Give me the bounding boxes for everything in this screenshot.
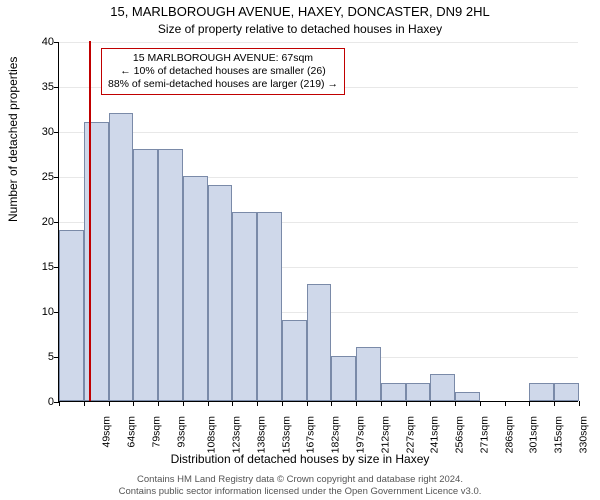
x-tick-label: 241sqm <box>429 416 441 453</box>
y-tick-label: 25 <box>42 171 54 183</box>
y-tick-mark <box>54 177 59 178</box>
footer-line-2: Contains public sector information licen… <box>0 486 600 498</box>
histogram-bar <box>208 185 233 401</box>
annotation-line-1: 15 MARLBOROUGH AVENUE: 67sqm <box>108 52 338 65</box>
x-tick-mark <box>84 401 85 406</box>
histogram-bar <box>158 149 183 401</box>
plot-area: 49sqm64sqm79sqm93sqm108sqm123sqm138sqm15… <box>58 42 578 402</box>
x-tick-label: 153sqm <box>280 416 292 453</box>
x-tick-mark <box>455 401 456 406</box>
histogram-bar <box>282 320 307 401</box>
x-tick-mark <box>59 401 60 406</box>
histogram-bar <box>232 212 257 401</box>
y-axis-ticks: 0510152025303540 <box>0 42 58 402</box>
y-tick-mark <box>54 42 59 43</box>
histogram-bar <box>356 347 381 401</box>
x-tick-mark <box>529 401 530 406</box>
x-tick-label: 167sqm <box>305 416 317 453</box>
x-tick-mark <box>480 401 481 406</box>
x-tick-label: 49sqm <box>101 416 113 448</box>
x-tick-label: 256sqm <box>453 416 465 453</box>
x-tick-label: 108sqm <box>206 416 218 453</box>
x-tick-mark <box>406 401 407 406</box>
y-tick-label: 40 <box>42 36 54 48</box>
x-tick-label: 182sqm <box>330 416 342 453</box>
histogram-bar <box>529 383 554 401</box>
x-tick-mark <box>183 401 184 406</box>
histogram-bar <box>554 383 579 401</box>
x-axis-label: Distribution of detached houses by size … <box>0 452 600 466</box>
y-tick-label: 20 <box>42 216 54 228</box>
x-tick-mark <box>232 401 233 406</box>
histogram-bar <box>109 113 134 401</box>
annotation-box: 15 MARLBOROUGH AVENUE: 67sqm← 10% of det… <box>101 48 345 95</box>
x-tick-mark <box>430 401 431 406</box>
x-tick-mark <box>579 401 580 406</box>
gridline <box>59 132 578 133</box>
y-tick-mark <box>54 87 59 88</box>
x-tick-label: 138sqm <box>255 416 267 453</box>
x-tick-mark <box>307 401 308 406</box>
x-tick-label: 286sqm <box>503 416 515 453</box>
x-tick-label: 271sqm <box>478 416 490 453</box>
y-tick-label: 15 <box>42 261 54 273</box>
footer-attribution: Contains HM Land Registry data © Crown c… <box>0 474 600 498</box>
histogram-bar <box>331 356 356 401</box>
footer-line-1: Contains HM Land Registry data © Crown c… <box>0 474 600 486</box>
histogram-bar <box>59 230 84 401</box>
y-tick-mark <box>54 222 59 223</box>
x-tick-mark <box>505 401 506 406</box>
y-tick-mark <box>54 132 59 133</box>
marker-line <box>89 41 91 401</box>
x-tick-label: 79sqm <box>150 416 162 448</box>
histogram-bar <box>257 212 282 401</box>
y-tick-label: 30 <box>42 126 54 138</box>
x-tick-mark <box>109 401 110 406</box>
x-tick-mark <box>158 401 159 406</box>
histogram-bar <box>381 383 406 401</box>
histogram-bar <box>183 176 208 401</box>
x-tick-mark <box>381 401 382 406</box>
x-tick-label: 197sqm <box>354 416 366 453</box>
histogram-bar <box>430 374 455 401</box>
x-tick-label: 93sqm <box>175 416 187 448</box>
x-tick-mark <box>331 401 332 406</box>
histogram-bar <box>406 383 431 401</box>
x-tick-mark <box>257 401 258 406</box>
histogram-bar <box>307 284 332 401</box>
gridline <box>59 42 578 43</box>
x-tick-mark <box>282 401 283 406</box>
chart-subtitle: Size of property relative to detached ho… <box>0 20 600 36</box>
annotation-line-2: ← 10% of detached houses are smaller (26… <box>108 65 338 78</box>
x-tick-mark <box>554 401 555 406</box>
x-tick-label: 212sqm <box>379 416 391 453</box>
x-tick-mark <box>208 401 209 406</box>
histogram-bar <box>84 122 109 401</box>
x-tick-mark <box>133 401 134 406</box>
x-tick-label: 315sqm <box>552 416 564 453</box>
chart-container: 15, MARLBOROUGH AVENUE, HAXEY, DONCASTER… <box>0 0 600 500</box>
x-tick-label: 123sqm <box>231 416 243 453</box>
x-tick-label: 227sqm <box>404 416 416 453</box>
histogram-bar <box>455 392 480 401</box>
annotation-line-3: 88% of semi-detached houses are larger (… <box>108 78 338 91</box>
chart-title: 15, MARLBOROUGH AVENUE, HAXEY, DONCASTER… <box>0 0 600 20</box>
x-tick-label: 330sqm <box>577 416 589 453</box>
y-tick-label: 35 <box>42 81 54 93</box>
x-tick-mark <box>356 401 357 406</box>
x-tick-label: 301sqm <box>528 416 540 453</box>
y-tick-label: 10 <box>42 306 54 318</box>
histogram-bar <box>133 149 158 401</box>
x-tick-label: 64sqm <box>126 416 138 448</box>
